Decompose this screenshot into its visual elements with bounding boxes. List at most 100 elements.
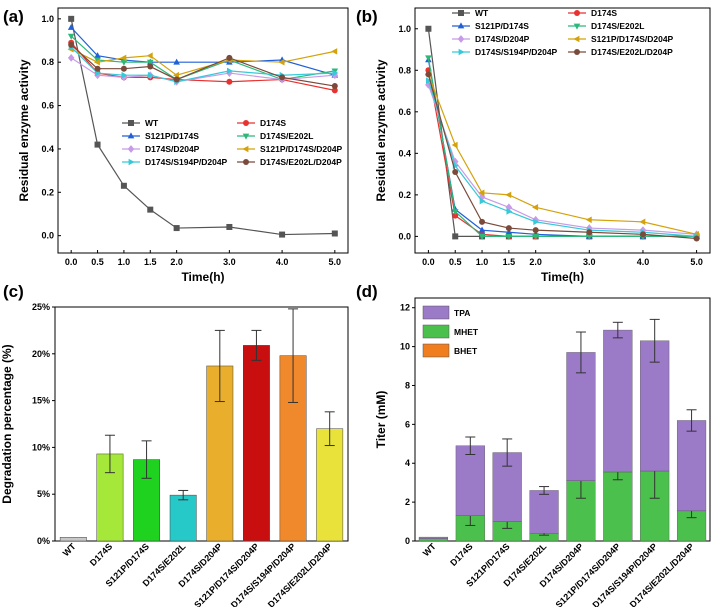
error-bar: [575, 331, 586, 374]
bar-d174s-e202l: [169, 494, 197, 542]
bar-wt: [59, 537, 87, 542]
data-point: [451, 209, 459, 216]
data-point: [451, 141, 458, 149]
y-tick-label: 0.6: [398, 107, 411, 117]
legend-label: D174S/D204P: [145, 144, 200, 154]
error-bar: [104, 434, 115, 474]
data-point: [331, 48, 338, 55]
plot-frame: [54, 306, 349, 542]
x-tick-label: D174S/S194P/D204P: [229, 541, 298, 607]
legend-label: S121P/D174S: [145, 131, 199, 141]
legend: TPA MHET BHET: [422, 305, 479, 358]
data-point: [147, 71, 154, 79]
legend-item-d174s-d204p: D174S/D204P: [122, 144, 200, 154]
y-tick-label: 8: [405, 380, 410, 390]
y-tick-label: 4: [405, 458, 410, 468]
data-point: [68, 41, 75, 48]
data-point: [226, 223, 233, 230]
legend-item-d174s-s194p-d204p: D174S/S194P/D204P: [122, 157, 228, 167]
y-axis-title: Titer (mM): [374, 391, 388, 449]
y-tick-label: 0.0: [41, 231, 54, 241]
data-point: [279, 74, 286, 81]
y-axis-title: Degradation percentage (%): [0, 344, 14, 503]
legend-label: WT: [145, 118, 159, 128]
legend-swatch: [422, 305, 450, 320]
x-tick-label: WT: [61, 541, 78, 558]
legend-marker: [573, 35, 580, 43]
panel-label-d: (d): [356, 282, 378, 301]
series-line-s121p-d174s-d204p: [427, 74, 697, 235]
legend-label: BHET: [454, 346, 478, 356]
legend-item-bhet: BHET: [422, 343, 478, 358]
data-point: [452, 212, 459, 219]
legend-marker: [574, 49, 580, 55]
legend-label: D174S: [260, 118, 286, 128]
data-point: [425, 25, 432, 32]
data-point: [278, 58, 285, 66]
legend-label: S121P/D174S: [475, 21, 529, 31]
y-tick-label: 2: [405, 497, 410, 507]
y-tick-label: 0.8: [398, 65, 411, 75]
data-point: [93, 58, 100, 66]
legend-label: D174S/D204P: [475, 34, 530, 44]
data-point: [67, 53, 75, 62]
legend-marker: [457, 22, 465, 29]
data-point: [693, 235, 700, 242]
x-tick-label: 5.0: [329, 257, 342, 267]
y-tick-label: 0.4: [41, 144, 54, 154]
series-d174s-e202l-d204p: [68, 41, 338, 90]
y-tick-label: 25%: [32, 302, 50, 312]
error-bar: [539, 486, 550, 495]
y-tick-label: 0: [405, 536, 410, 546]
legend-label: D174S/S194P/D204P: [145, 157, 228, 167]
y-tick-label: 20%: [32, 349, 50, 359]
series-line-d174s-d204p: [427, 84, 697, 235]
y-tick-label: 1.0: [41, 14, 54, 24]
error-bar: [612, 321, 623, 339]
bar-segment-mhet-wt: [418, 538, 449, 542]
legend-item-d174s: D174S: [237, 118, 286, 128]
data-point: [173, 225, 180, 232]
series-line-wt: [70, 18, 335, 236]
legend-label: D174S: [591, 8, 617, 18]
series-line-d174s-e202l: [70, 35, 335, 81]
x-tick-label: 1.5: [144, 257, 157, 267]
data-point: [452, 169, 459, 176]
panel-label-c: (c): [3, 282, 24, 301]
plot-frame: [57, 7, 349, 254]
legend-marker: [458, 48, 465, 56]
error-bar: [649, 318, 660, 363]
legend-item-d174s-s194p-d204p: D174S/S194P/D204P: [452, 47, 558, 57]
legend: WT D174S S121P/D174S D174S/E202L D174S/D204P…: [452, 8, 674, 57]
chart-panel-d: 0 2 4 6 8 10 12 Titer (mM) TPA MHET BHET WT D174S S12…: [374, 297, 711, 607]
y-tick-label: 0%: [37, 536, 50, 546]
data-point: [533, 218, 540, 226]
data-point: [586, 233, 593, 240]
series-line-s121p-d174s: [427, 59, 697, 237]
bar-segment-mhet-s121p-d174s-d204p: [603, 471, 633, 542]
x-tick-label: S121P/D174S/D204P: [192, 541, 261, 607]
data-point: [120, 54, 127, 62]
data-point: [505, 191, 512, 199]
legend-marker: [573, 23, 581, 30]
data-point: [479, 218, 486, 225]
chart-panel-b: 0.0 0.2 0.4 0.6 0.8 1.0 0.0 0.5 1.0 1.5 2.0 3.0 4.0 5…: [374, 7, 711, 284]
x-tick-label: WT: [421, 541, 438, 558]
data-point: [478, 233, 486, 240]
data-point: [332, 69, 339, 77]
error-bar: [324, 411, 335, 447]
error-bar: [178, 489, 189, 501]
series-d174s-e202l: [425, 55, 700, 240]
x-tick-label: 0.0: [422, 257, 435, 267]
data-point: [67, 33, 75, 40]
error-bar: [288, 308, 299, 403]
legend-label: D174S/E202L: [591, 21, 644, 31]
data-point: [68, 15, 75, 22]
series-d174s-e202l-d204p: [425, 71, 700, 242]
series-line-d174s-e202l-d204p: [70, 44, 335, 87]
legend-item-d174s-e202l-d204p: D174S/E202L/D204P: [237, 157, 342, 167]
legend-item-s121p-d174s: S121P/D174S: [122, 131, 199, 141]
x-tick-label: D174S/E202L/D204P: [266, 541, 334, 607]
data-point: [425, 71, 432, 78]
